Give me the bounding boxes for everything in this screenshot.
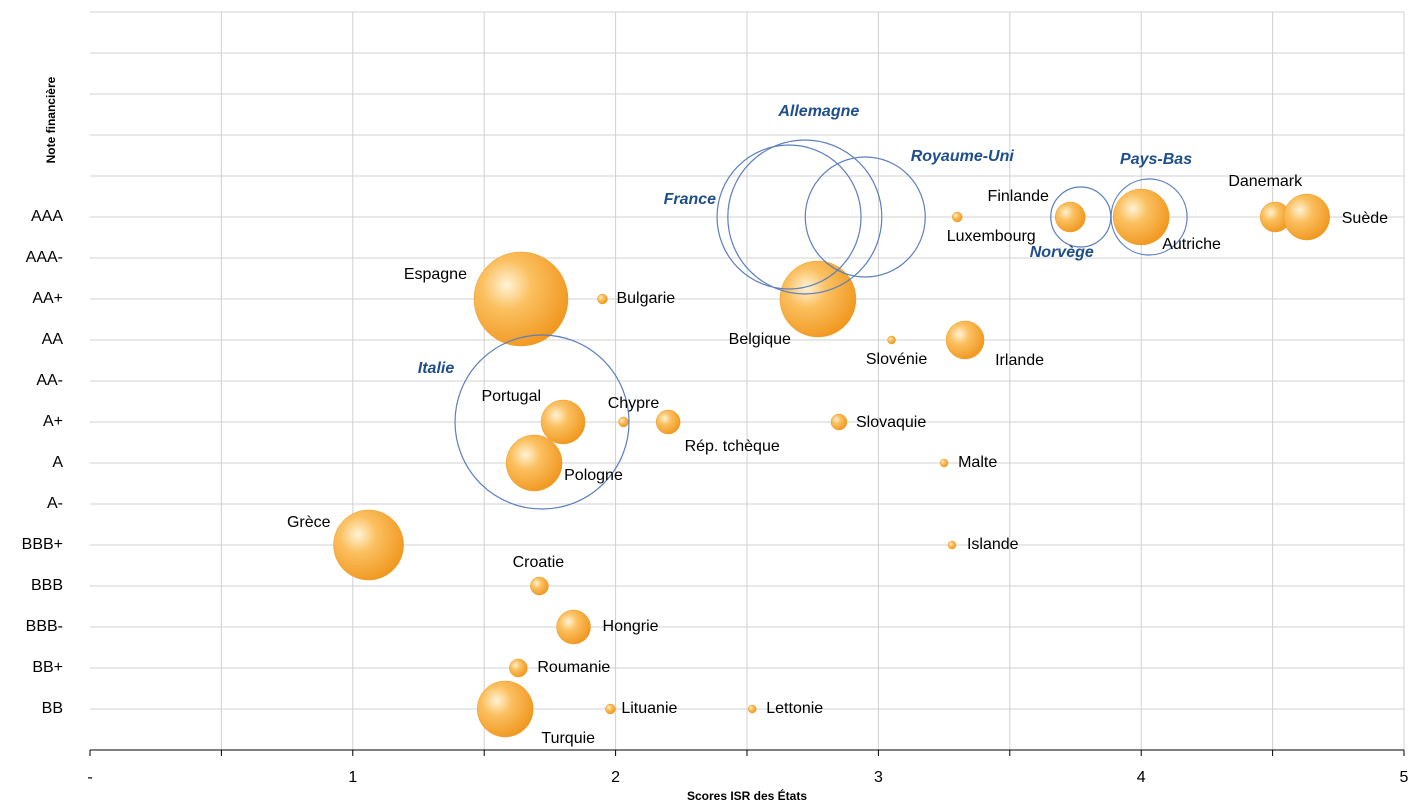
bubble-label: Pays-Bas [1120, 151, 1192, 168]
bubble [1110, 178, 1188, 256]
x-tick-label: 5 [1400, 769, 1409, 786]
bubble-label: Portugal [481, 388, 541, 405]
bubble-label: Belgique [729, 331, 791, 348]
y-tick-label: A [52, 454, 63, 471]
x-tick-label: 1 [348, 769, 357, 786]
bubble [727, 139, 883, 295]
bubble [473, 251, 569, 347]
y-tick-label: BBB- [26, 618, 63, 635]
y-tick-label: BB+ [32, 659, 63, 676]
bubble-label: Slovaquie [856, 414, 926, 431]
bubble [476, 680, 534, 738]
bubble [655, 409, 681, 435]
bubble-label: Lettonie [766, 700, 823, 717]
bubble-label: Autriche [1162, 236, 1221, 253]
bubble-label: Suède [1342, 210, 1388, 227]
y-tick-label: A+ [43, 413, 63, 430]
bubble-label: Allemagne [777, 103, 859, 120]
bubble [530, 576, 549, 596]
y-tick-label: AA- [36, 372, 63, 389]
bubble-label: Danemark [1228, 173, 1303, 190]
bubble-label: Pologne [564, 467, 623, 484]
bubble [505, 434, 563, 492]
x-tick-label: - [87, 769, 92, 786]
x-tick-label: 3 [874, 769, 883, 786]
bubble [556, 609, 591, 645]
bubble [939, 458, 949, 468]
x-tick-label: 4 [1137, 769, 1146, 786]
bubble-label: Islande [967, 536, 1019, 553]
y-tick-label: AA+ [32, 290, 63, 307]
bubble [333, 509, 404, 581]
bubble-label: Royaume-Uni [911, 148, 1015, 165]
bubble [618, 416, 629, 428]
bubble-label: Croatie [513, 554, 565, 571]
bubble-label: Roumanie [537, 659, 610, 676]
y-tick-label: AAA- [26, 249, 63, 266]
bubble [454, 334, 630, 510]
bubble [597, 293, 608, 305]
x-tick-label: 2 [611, 769, 620, 786]
bubble-label: Chypre [608, 395, 660, 412]
bubble [951, 211, 963, 223]
bubble [1112, 188, 1170, 246]
bubble [945, 320, 985, 360]
y-tick-label: A- [47, 495, 63, 512]
bubble-label: Italie [418, 360, 455, 377]
bubble [509, 658, 528, 678]
bubble [748, 704, 757, 714]
bubble-label: Slovénie [866, 351, 927, 368]
bubble-label: France [664, 191, 717, 208]
bubble [779, 260, 857, 338]
y-tick-label: BBB [31, 577, 63, 594]
bubble [1283, 193, 1331, 241]
bubble-label: Bulgarie [616, 290, 675, 307]
bubble [804, 156, 926, 278]
bubble-label: Grèce [287, 514, 331, 531]
bubble-label: Luxembourg [947, 228, 1036, 245]
bubble-label: Rép. tchèque [685, 438, 780, 455]
y-tick-label: BBB+ [22, 536, 63, 553]
x-axis-title: Scores ISR des États [687, 788, 807, 803]
bubble-label: Malte [958, 454, 997, 471]
y-tick-label: AAA [31, 208, 63, 225]
bubble [1054, 201, 1086, 233]
bubble-label: Espagne [404, 266, 467, 283]
bubble [540, 399, 586, 445]
bubble [716, 144, 862, 290]
bubble [947, 540, 957, 550]
bubble-label: Turquie [541, 730, 595, 747]
y-tick-label: BB [42, 700, 63, 717]
bubble-label: Lituanie [621, 700, 677, 717]
bubble-label: Hongrie [603, 618, 659, 635]
y-axis-title: Note financière [44, 76, 58, 163]
bubble-label: Finlande [988, 188, 1049, 205]
bubble-label: Irlande [995, 352, 1044, 369]
bubble [605, 703, 616, 715]
y-tick-label: AA [42, 331, 64, 348]
bubble [830, 413, 848, 431]
bubble [887, 335, 896, 345]
bubble-label: Norvège [1030, 244, 1094, 261]
